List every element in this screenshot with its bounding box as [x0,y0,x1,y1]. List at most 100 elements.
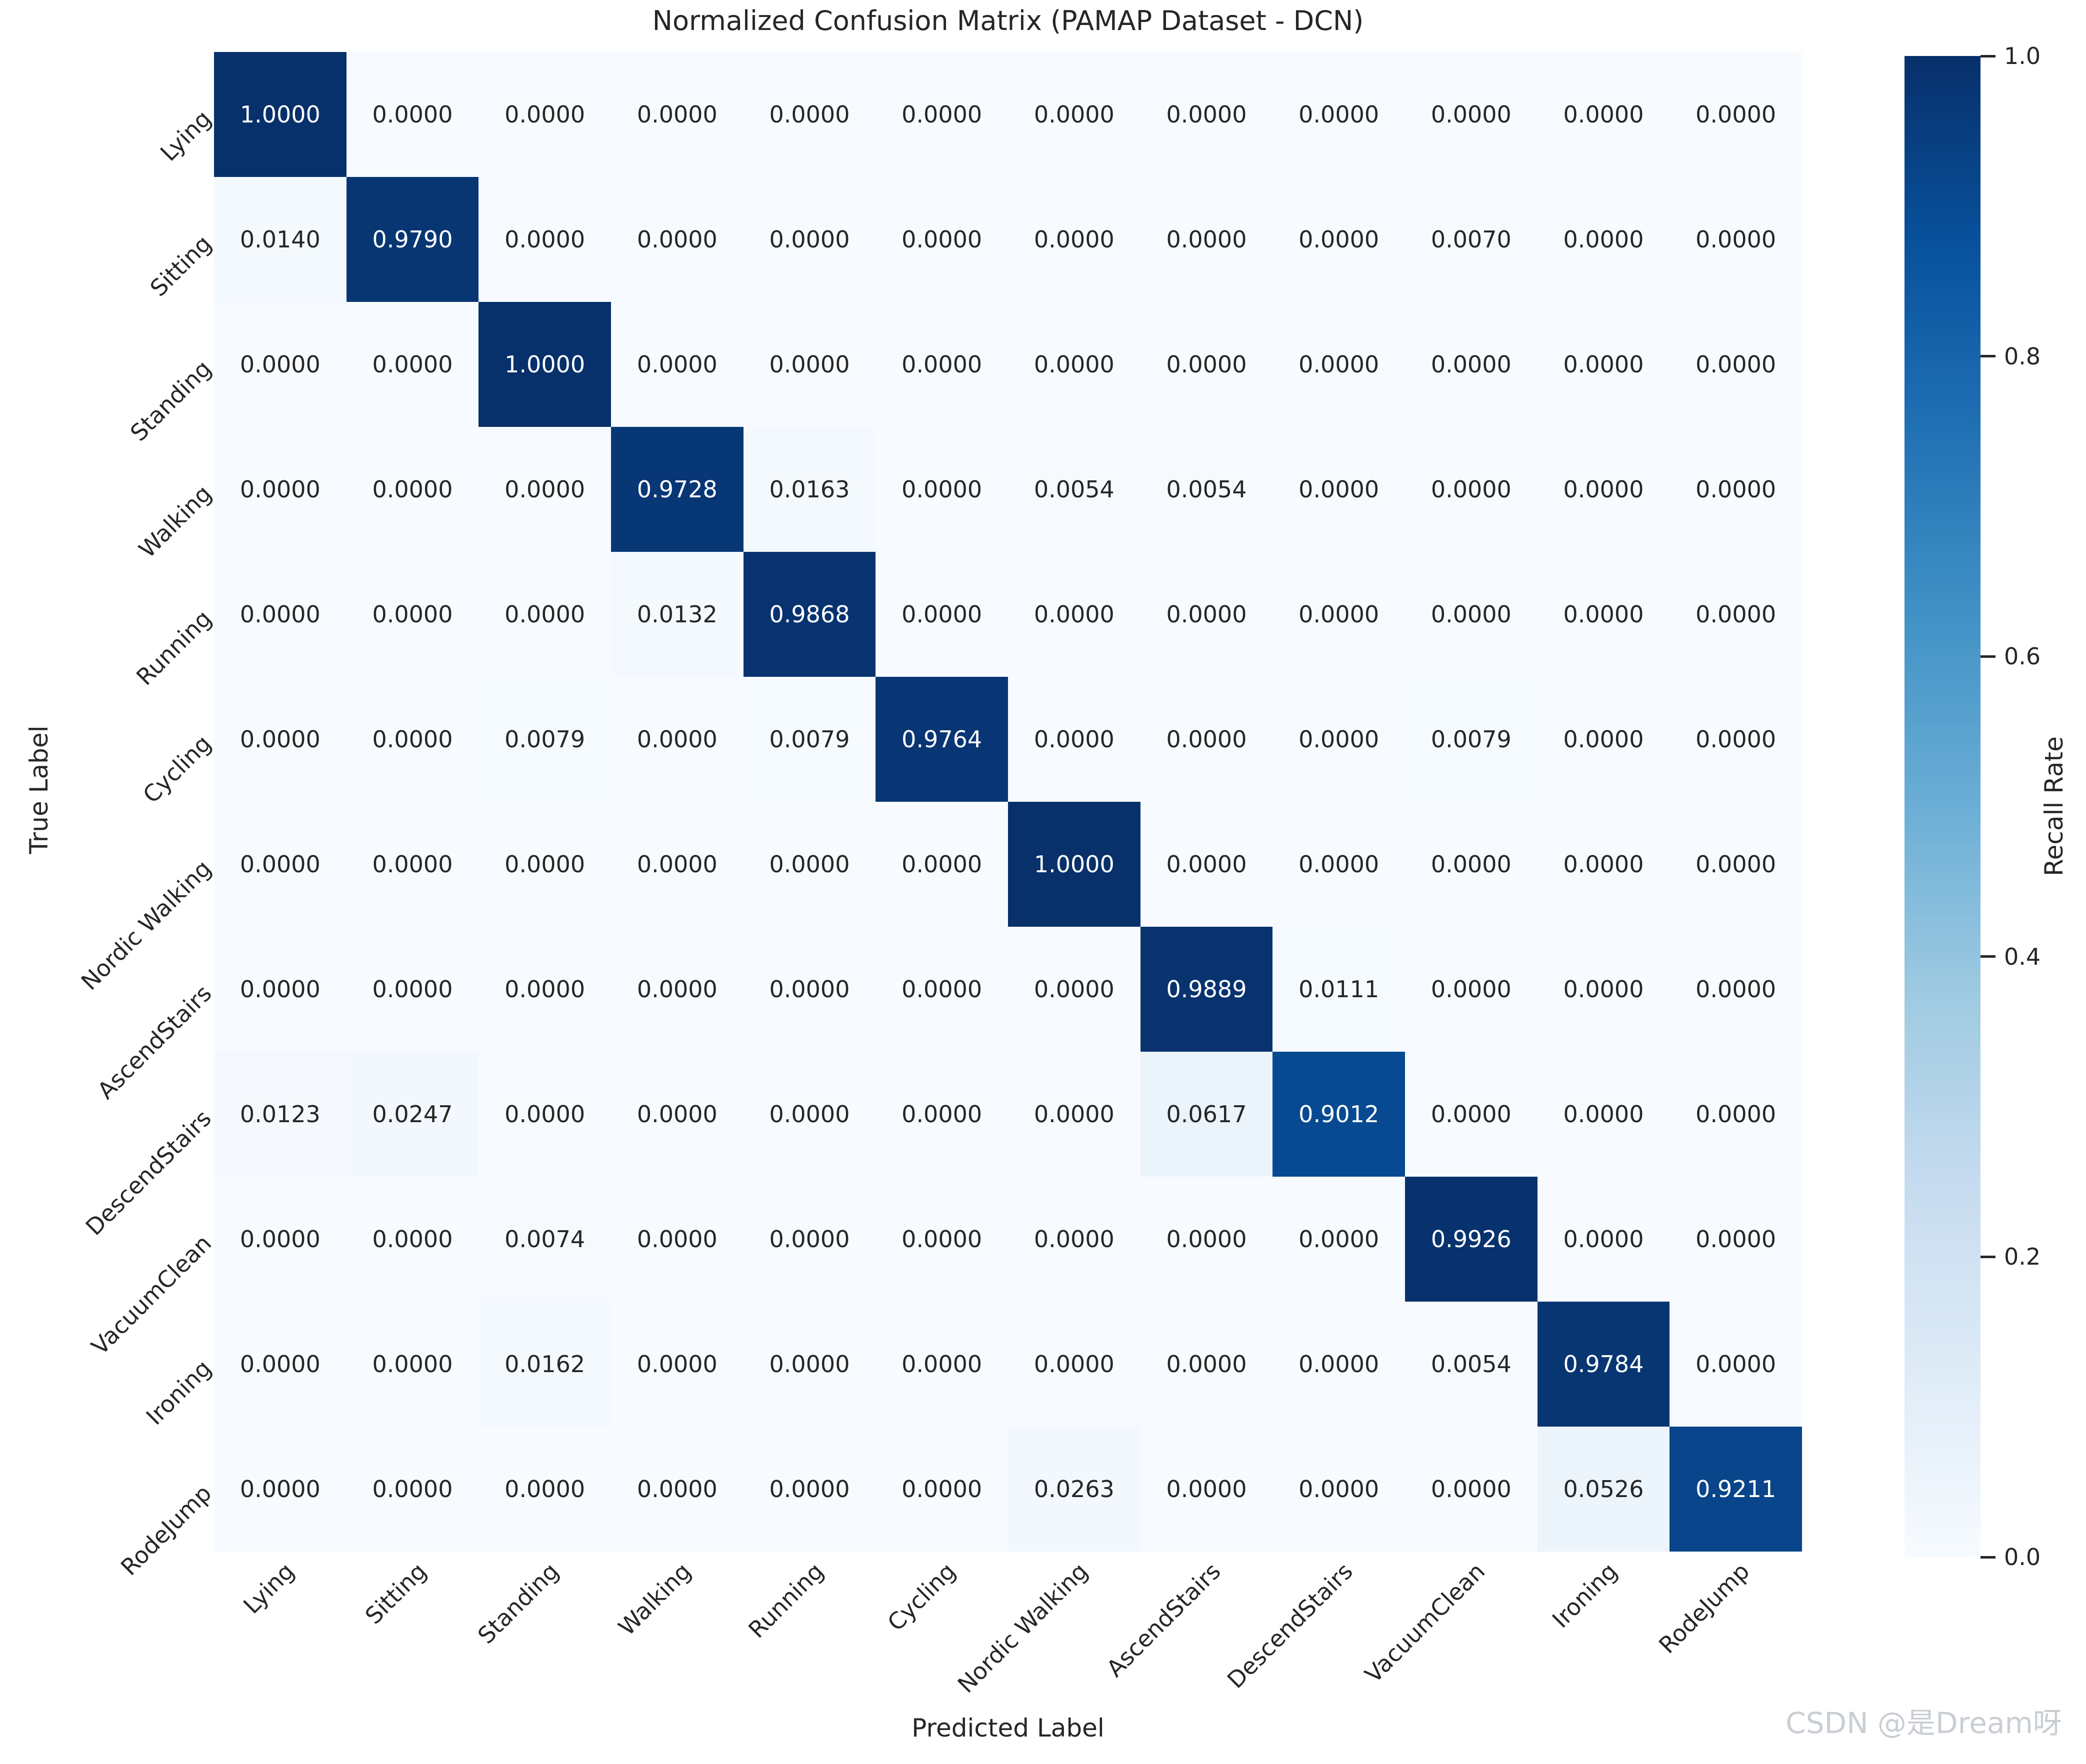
matrix-cell-value: 0.0000 [1166,601,1247,628]
matrix-cell-value: 0.0000 [240,601,320,628]
matrix-cell: 0.0000 [1140,1302,1273,1427]
matrix-cell: 0.0000 [876,52,1008,177]
matrix-cell-value: 0.0000 [636,1476,718,1503]
matrix-cell: 0.0000 [1537,552,1670,677]
matrix-cell: 0.0000 [214,1427,346,1552]
matrix-cell-value: 0.0000 [769,851,850,878]
colorbar-tick-label: 0.4 [2004,943,2041,970]
matrix-cell-value: 0.0000 [372,976,453,1003]
matrix-cell: 0.0000 [876,552,1008,677]
matrix-cell-value: 0.0000 [1166,351,1247,378]
matrix-cell-value: 0.0000 [1430,1101,1512,1128]
matrix-cell-value: 0.0000 [1298,226,1380,253]
matrix-cell-value: 0.0000 [504,1476,586,1503]
matrix-cell-value: 0.0132 [636,601,718,628]
matrix-cell-value: 0.0000 [636,1351,718,1378]
matrix-cell: 0.0000 [876,1052,1008,1177]
matrix-cell: 0.0000 [214,802,346,927]
matrix-cell: 0.0000 [1140,1427,1273,1552]
matrix-cell: 0.0000 [1272,177,1405,302]
matrix-cell-value: 0.0000 [1166,1351,1247,1378]
matrix-cell: 0.0000 [478,552,611,677]
matrix-cell: 0.0000 [876,302,1008,427]
matrix-cell-value: 0.0526 [1563,1476,1644,1503]
matrix-cell-value: 0.0140 [240,226,320,253]
matrix-cell-value: 0.0000 [1298,1226,1380,1253]
matrix-cell: 0.0000 [346,427,479,552]
matrix-cell-value: 0.0000 [769,226,850,253]
matrix-cell: 0.0000 [1272,302,1405,427]
matrix-cell-value: 0.0000 [1696,1351,1776,1378]
matrix-cell: 0.0000 [1272,677,1405,802]
matrix-cell-value: 0.0000 [1563,476,1644,503]
matrix-cell-value: 0.0000 [1696,1226,1776,1253]
matrix-cell-value: 0.9211 [1696,1476,1776,1503]
matrix-cell-value: 1.0000 [1034,851,1114,878]
y-tick-label: RodeJump [115,1479,217,1581]
x-tick-label: RodeJump [1654,1558,1755,1659]
matrix-cell-value: 0.0000 [372,726,453,753]
matrix-cell-value: 0.9784 [1563,1351,1644,1378]
matrix-cell: 0.0000 [1140,802,1273,927]
matrix-cell: 0.9784 [1537,1302,1670,1427]
matrix-cell-value: 0.0000 [1298,1476,1380,1503]
matrix-cell-value: 0.0000 [1430,1476,1512,1503]
matrix-cell: 0.9211 [1670,1427,1802,1552]
matrix-cell: 0.0000 [478,52,611,177]
matrix-cell-value: 0.0000 [1034,976,1114,1003]
matrix-cell-value: 0.0000 [1166,726,1247,753]
matrix-cell: 0.0000 [743,1427,876,1552]
matrix-cell: 0.0123 [214,1052,346,1177]
matrix-cell: 0.0000 [610,302,744,427]
matrix-cell: 0.0000 [1404,1052,1538,1177]
matrix-cell-value: 0.0000 [1166,226,1247,253]
matrix-cell-value: 0.0000 [636,1226,718,1253]
matrix-cell: 0.0000 [1537,302,1670,427]
y-tick-label: Walking [133,479,217,563]
matrix-cell: 0.0000 [1670,52,1802,177]
matrix-cell: 0.0000 [610,802,744,927]
matrix-cell: 0.0000 [1008,1177,1140,1302]
y-tick-label: Standing [125,354,217,446]
y-tick-label: Running [130,604,217,691]
matrix-cell: 0.0000 [478,1427,611,1552]
matrix-cell: 0.0000 [1404,302,1538,427]
matrix-cell: 0.0054 [1140,427,1273,552]
colorbar-tick-label: 0.0 [2004,1544,2041,1571]
matrix-cell: 0.0000 [346,52,479,177]
matrix-cell-value: 0.0074 [504,1226,586,1253]
matrix-cell: 0.0000 [610,927,744,1052]
matrix-cell: 0.0000 [1670,177,1802,302]
matrix-cell-value: 0.0000 [902,476,982,503]
matrix-cell: 0.0000 [610,52,744,177]
matrix-cell: 0.0140 [214,177,346,302]
matrix-cell: 0.0000 [478,177,611,302]
matrix-cell-value: 0.0000 [504,101,586,128]
matrix-cell: 0.0000 [346,1427,479,1552]
matrix-cell: 0.0000 [1670,1052,1802,1177]
matrix-cell-value: 0.0000 [902,1476,982,1503]
matrix-cell-value: 0.0000 [1034,101,1114,128]
matrix-cell-value: 0.0000 [1696,601,1776,628]
matrix-cell: 0.0163 [743,427,876,552]
matrix-cell-value: 0.9728 [636,476,718,503]
colorbar-tick-label: 1.0 [2004,42,2041,69]
matrix-cell-value: 0.0000 [372,601,453,628]
matrix-cell: 0.0070 [1404,177,1538,302]
matrix-cell: 0.0000 [1537,927,1670,1052]
matrix-cell: 0.0000 [478,927,611,1052]
matrix-cell: 0.0000 [1272,1302,1405,1427]
matrix-cell-value: 0.0000 [240,976,320,1003]
matrix-cell: 0.0000 [876,802,1008,927]
matrix-cell-value: 0.0079 [769,726,850,753]
matrix-cell-value: 0.0123 [240,1101,320,1128]
matrix-cell: 0.0000 [1404,927,1538,1052]
matrix-cell: 0.0000 [743,1302,876,1427]
matrix-cell: 0.0000 [1537,177,1670,302]
matrix-cell: 0.0000 [346,552,479,677]
matrix-cell: 0.0000 [1537,1177,1670,1302]
matrix-cell: 1.0000 [1008,802,1140,927]
y-tick-label: Sitting [144,229,217,302]
matrix-cell-value: 0.0000 [1563,1226,1644,1253]
matrix-cell-value: 0.0000 [636,351,718,378]
